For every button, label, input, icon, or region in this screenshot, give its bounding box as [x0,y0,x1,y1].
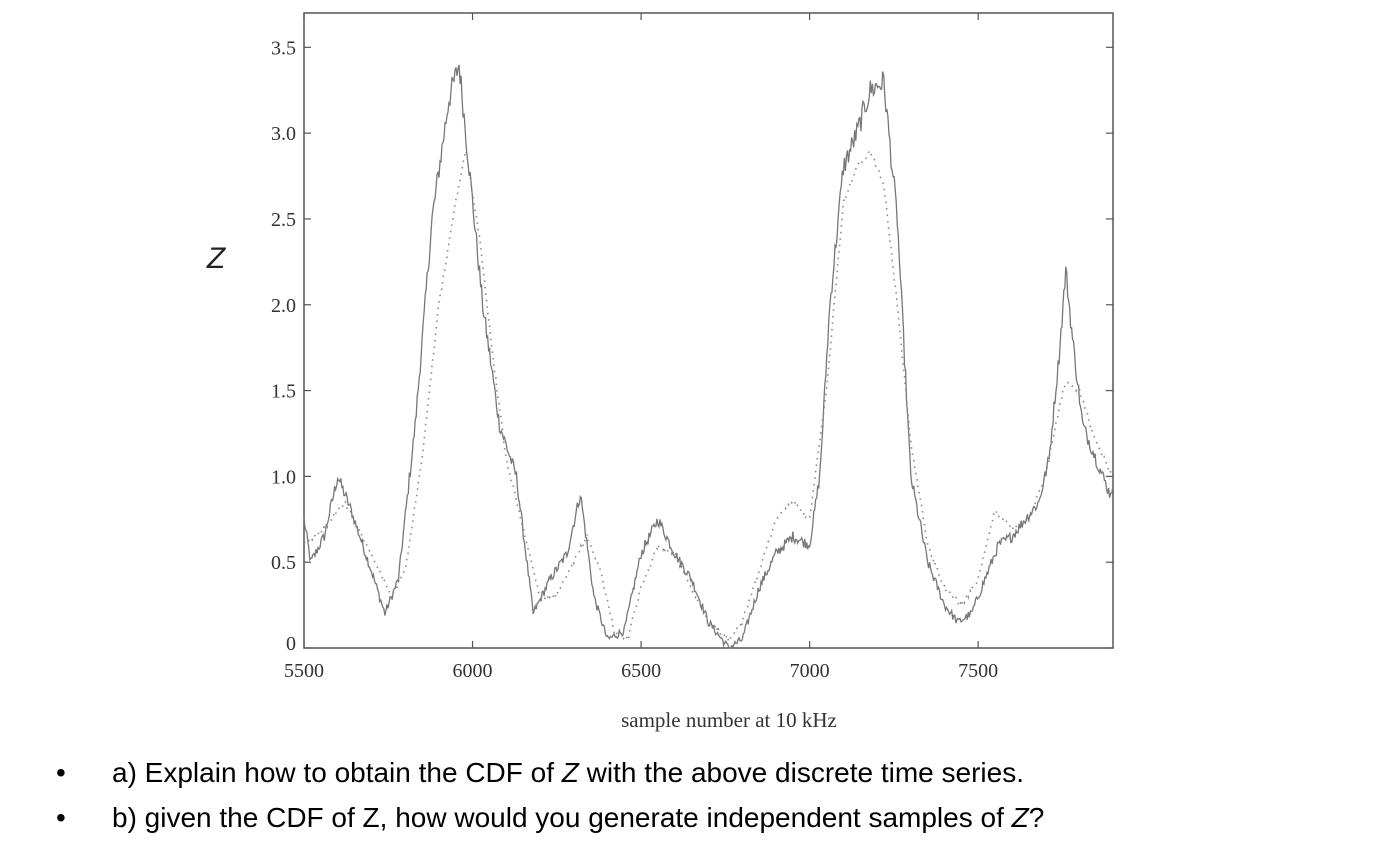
y-axis-label: Z [206,242,227,275]
x-tick-label: 5500 [284,660,324,682]
x-tick-labels: 5500 6000 6500 7000 7500 [284,660,998,682]
series-layer [303,64,1114,649]
question-b-text: b) given the CDF of Z, how would you gen… [112,802,1045,833]
series-model-line [303,149,1114,645]
y-tick-label: 3.0 [271,123,296,145]
y-tick-labels: 0 0.5 1.0 1.5 2.0 2.5 3.0 3.5 [271,37,296,655]
axis-ticks [303,13,1113,649]
y-tick-label: 2.5 [271,209,296,231]
series-observed-line [303,64,1114,649]
bullet: • [56,757,66,788]
y-tick-label: 1.5 [271,381,296,403]
x-tick-label: 7500 [958,660,998,682]
question-b: • b) given the CDF of Z, how would you g… [0,799,1373,844]
x-tick-label: 6500 [621,660,661,682]
y-tick-label: 2.0 [271,295,296,317]
question-a: • a) Explain how to obtain the CDF of Z … [0,754,1373,799]
question-list: • a) Explain how to obtain the CDF of Z … [0,754,1373,844]
y-tick-label: 1.0 [271,466,296,488]
y-tick-label: 0.5 [271,552,296,574]
x-tick-label: 6000 [453,660,493,682]
question-a-text: a) Explain how to obtain the CDF of Z wi… [112,757,1024,788]
chart: 0 0.5 1.0 1.5 2.0 2.5 3.0 3.5 5500 6000 6500 7000 7… [206,12,1114,732]
y-tick-label: 3.5 [271,37,296,59]
x-tick-label: 7000 [790,660,830,682]
plot-frame [303,12,1114,649]
x-axis-label: sample number at 10 kHz [621,708,837,732]
bullet: • [56,802,66,833]
y-tick-label: 0 [286,633,296,655]
